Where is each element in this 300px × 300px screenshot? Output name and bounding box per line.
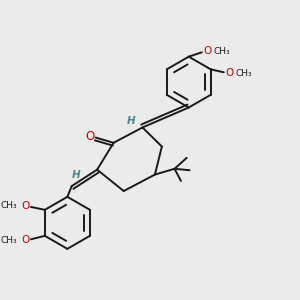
Text: H: H: [72, 169, 80, 180]
Text: O: O: [225, 68, 233, 78]
Text: H: H: [127, 116, 136, 126]
Text: O: O: [203, 46, 212, 56]
Text: CH₃: CH₃: [1, 236, 17, 245]
Text: CH₃: CH₃: [236, 69, 253, 78]
Text: O: O: [86, 130, 95, 143]
Text: CH₃: CH₃: [214, 47, 230, 56]
Text: O: O: [21, 236, 29, 245]
Text: CH₃: CH₃: [1, 201, 17, 210]
Text: O: O: [21, 201, 29, 211]
